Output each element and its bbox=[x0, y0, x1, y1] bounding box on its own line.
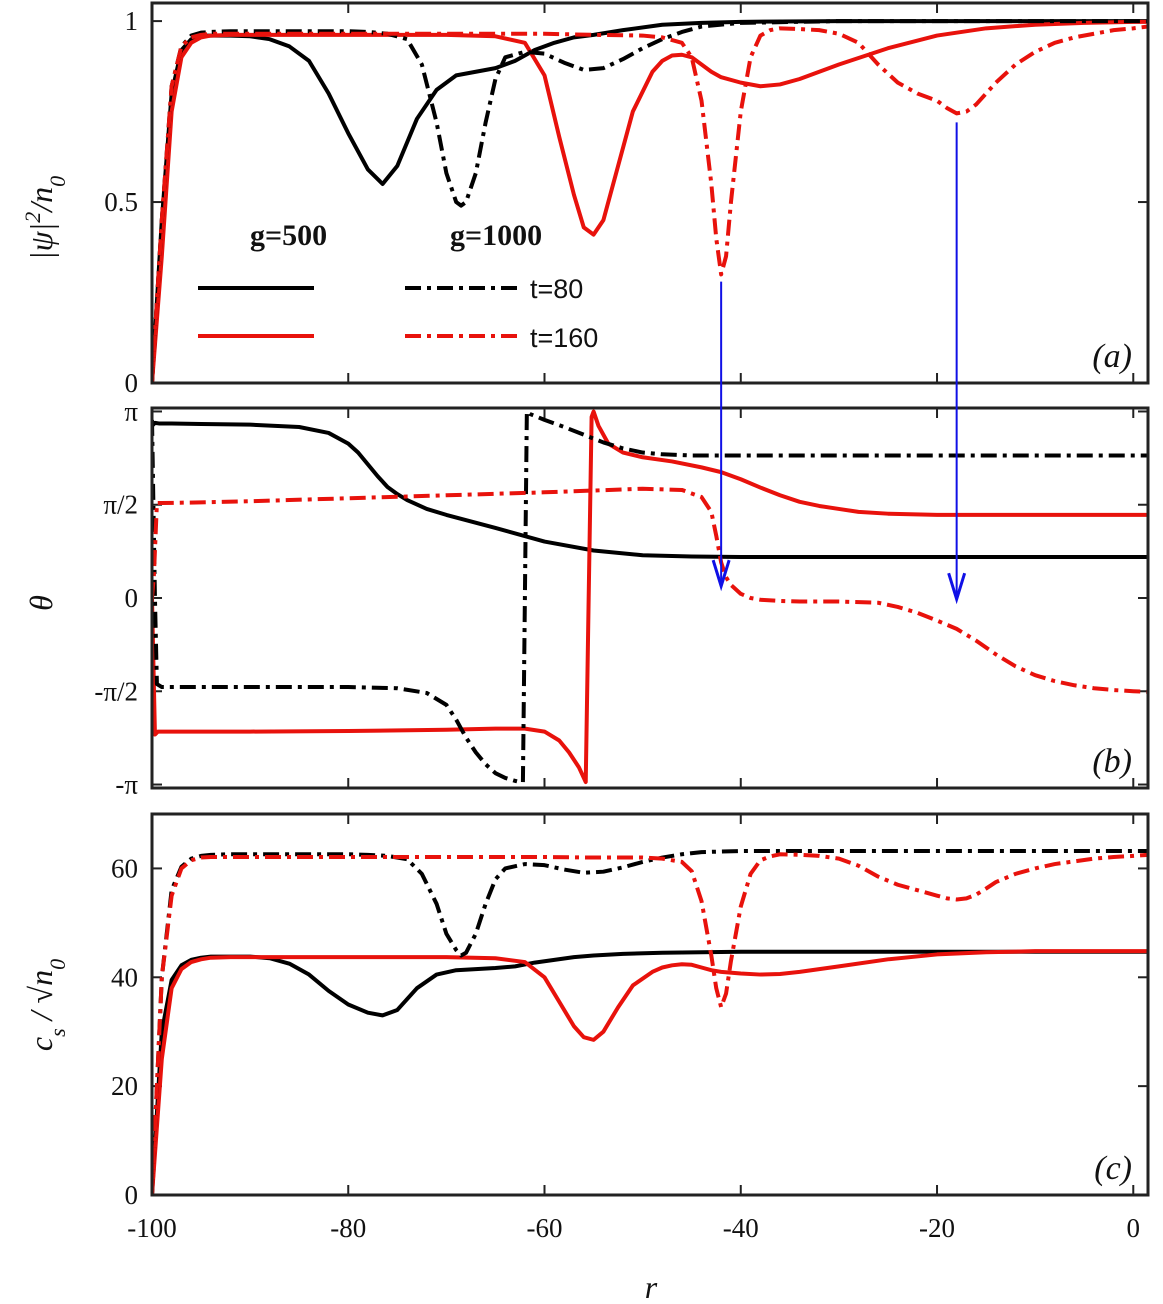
series-a-g-1000-t-160 bbox=[152, 24, 1148, 383]
panel-c-tag: (c) bbox=[1094, 1150, 1132, 1187]
legend-label-t160: t=160 bbox=[530, 323, 598, 353]
panel-b-ytick-label: 0 bbox=[125, 583, 139, 613]
panel-c-ytick-label: 60 bbox=[111, 853, 138, 883]
x-tick-label: -80 bbox=[330, 1213, 366, 1243]
x-tick-label: -100 bbox=[127, 1213, 177, 1243]
series-b-g-500-t-160 bbox=[152, 409, 1148, 785]
panel-a: 0 0.5 1 (a) bbox=[104, 1, 1150, 398]
series-b-g-500-t-80 bbox=[152, 420, 1148, 560]
panel-c-ytick-label: 40 bbox=[111, 962, 138, 992]
annotation-arrow-1-head bbox=[711, 559, 731, 592]
panel-a-ytick-label: 0 bbox=[125, 368, 139, 398]
panel-c-ytick-label: 0 bbox=[125, 1180, 139, 1210]
series-a-g-500-t-160 bbox=[152, 19, 1148, 383]
panel-a-ytick-label: 0.5 bbox=[104, 187, 138, 217]
panel-a-ytick-label: 1 bbox=[125, 6, 139, 36]
panel-c: 0 20 40 60 -100 -80 -60 -40 -20 0 (c) bbox=[111, 812, 1150, 1243]
x-tick-label: -20 bbox=[919, 1213, 955, 1243]
panel-c-frame bbox=[150, 812, 1150, 1197]
series-c-g-1000-t-80 bbox=[152, 849, 1148, 1195]
panel-c-ylabel: cs / √n0 bbox=[23, 959, 70, 1051]
legend-head-g1000: g=1000 bbox=[450, 219, 542, 252]
x-tick-label: 0 bbox=[1127, 1213, 1141, 1243]
panel-b-ytick-label: π bbox=[124, 396, 138, 426]
panel-c-ytick-label: 20 bbox=[111, 1071, 138, 1101]
x-tick-label: -40 bbox=[723, 1213, 759, 1243]
panel-a-frame bbox=[150, 1, 1150, 385]
panel-b-ylabel: θ bbox=[23, 595, 59, 611]
panel-b-ytick-label: -π/2 bbox=[94, 676, 138, 706]
panel-b: π π/2 0 -π/2 -π (b) bbox=[94, 396, 1150, 800]
panel-b-ytick-label: π/2 bbox=[103, 490, 138, 520]
legend-label-t80: t=80 bbox=[530, 274, 583, 304]
series-b-g-1000-t-160 bbox=[152, 486, 1148, 694]
panel-b-tag: (b) bbox=[1092, 743, 1132, 780]
legend: g=500 g=1000 t=80 t=160 bbox=[198, 219, 598, 353]
series-c-g-500-t-160 bbox=[152, 949, 1148, 1195]
annotation-arrow-2-head bbox=[947, 572, 967, 605]
legend-head-g500: g=500 bbox=[250, 219, 327, 252]
series-a-g-1000-t-80 bbox=[152, 19, 1148, 383]
panel-a-tag: (a) bbox=[1092, 338, 1132, 375]
x-axis-label: r bbox=[645, 1269, 658, 1304]
series-b-g-1000-t-80 bbox=[152, 409, 1148, 785]
series-c-g-500-t-80 bbox=[152, 949, 1148, 1195]
x-tick-label: -60 bbox=[527, 1213, 563, 1243]
arrows-layer bbox=[711, 122, 967, 605]
panel-b-frame bbox=[150, 406, 1150, 790]
panel-b-ytick-label: -π bbox=[115, 770, 138, 800]
series-c-g-1000-t-160 bbox=[152, 852, 1148, 1195]
panel-a-ylabel: |ψ|2/n0 bbox=[20, 176, 70, 260]
panels-layer: 0 0.5 1 (a) π π/2 0 -π/2 -π (b) 0 20 40 60 -100 -80 -60 -… bbox=[94, 1, 1150, 1243]
